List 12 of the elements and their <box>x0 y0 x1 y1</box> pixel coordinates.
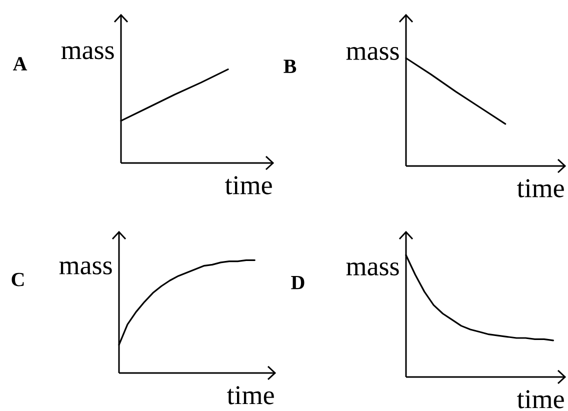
x-axis-title: time <box>225 176 272 194</box>
text: D <box>291 276 304 290</box>
y-axis-title: mass <box>59 261 112 274</box>
x-axis-title: time <box>517 179 564 198</box>
y-axis-title: mass <box>346 47 399 60</box>
y-axis-title: mass <box>61 46 114 60</box>
x-axis-title: time <box>227 386 274 404</box>
y-axis-title: mass <box>346 262 399 276</box>
chart-title: B <box>284 60 296 73</box>
chart-title: A <box>12 57 28 70</box>
x-axis-title: time <box>517 390 564 408</box>
chart-title: C <box>12 272 24 286</box>
